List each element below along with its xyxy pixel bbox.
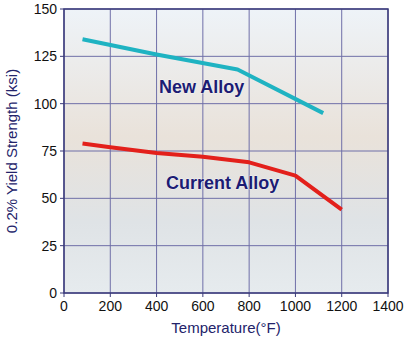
x-tick-label: 400 bbox=[145, 298, 169, 314]
x-tick-label: 0 bbox=[60, 298, 68, 314]
y-tick-label: 50 bbox=[41, 190, 57, 206]
tick-mark bbox=[249, 293, 250, 297]
grid-line bbox=[64, 103, 388, 104]
chart-svg: 0 200 400 600 800 1000 1200 1400 0 25 50 75 100 125 15… bbox=[0, 0, 407, 342]
tick-mark bbox=[64, 293, 65, 297]
plot-background bbox=[64, 9, 388, 293]
tick-mark bbox=[202, 293, 203, 297]
x-axis-title: Temperature(°F) bbox=[171, 319, 280, 336]
tick-mark bbox=[60, 151, 64, 152]
series-group bbox=[83, 39, 342, 209]
x-tick-label: 1200 bbox=[326, 298, 357, 314]
tick-mark bbox=[110, 293, 111, 297]
y-tick-label: 125 bbox=[34, 48, 58, 64]
x-tick-label: 800 bbox=[237, 298, 261, 314]
x-tick-label: 1400 bbox=[372, 298, 403, 314]
tick-mark bbox=[295, 293, 296, 297]
tick-mark bbox=[60, 245, 64, 246]
x-tick-label: 200 bbox=[99, 298, 123, 314]
y-tick-label: 75 bbox=[41, 143, 57, 159]
tick-mark bbox=[60, 56, 64, 57]
tick-mark bbox=[156, 293, 157, 297]
series-line bbox=[83, 143, 342, 209]
plot-frame bbox=[64, 9, 388, 293]
tick-mark bbox=[60, 103, 64, 104]
grid-line bbox=[64, 151, 388, 152]
chart-container: 0 200 400 600 800 1000 1200 1400 0 25 50 75 100 125 15… bbox=[0, 0, 407, 342]
tick-mark bbox=[341, 293, 342, 297]
tick-mark bbox=[60, 293, 64, 294]
grid-line bbox=[64, 198, 388, 199]
y-tick-label: 25 bbox=[41, 238, 57, 254]
y-tick-label: 150 bbox=[34, 1, 58, 17]
tick-mark bbox=[60, 9, 64, 10]
x-tick-label: 600 bbox=[191, 298, 215, 314]
y-tick-label: 100 bbox=[34, 96, 58, 112]
y-tick-label: 0 bbox=[49, 285, 57, 301]
series-line bbox=[83, 39, 324, 113]
series-label: New Alloy bbox=[159, 77, 244, 97]
tick-mark bbox=[388, 293, 389, 297]
series-label: Current Alloy bbox=[166, 173, 279, 193]
tick-mark bbox=[60, 198, 64, 199]
grid-line bbox=[64, 56, 388, 57]
x-tick-label: 1000 bbox=[280, 298, 311, 314]
grid-line bbox=[64, 245, 388, 246]
y-axis-title: 0.2% Yield Strength (ksi) bbox=[3, 69, 20, 233]
